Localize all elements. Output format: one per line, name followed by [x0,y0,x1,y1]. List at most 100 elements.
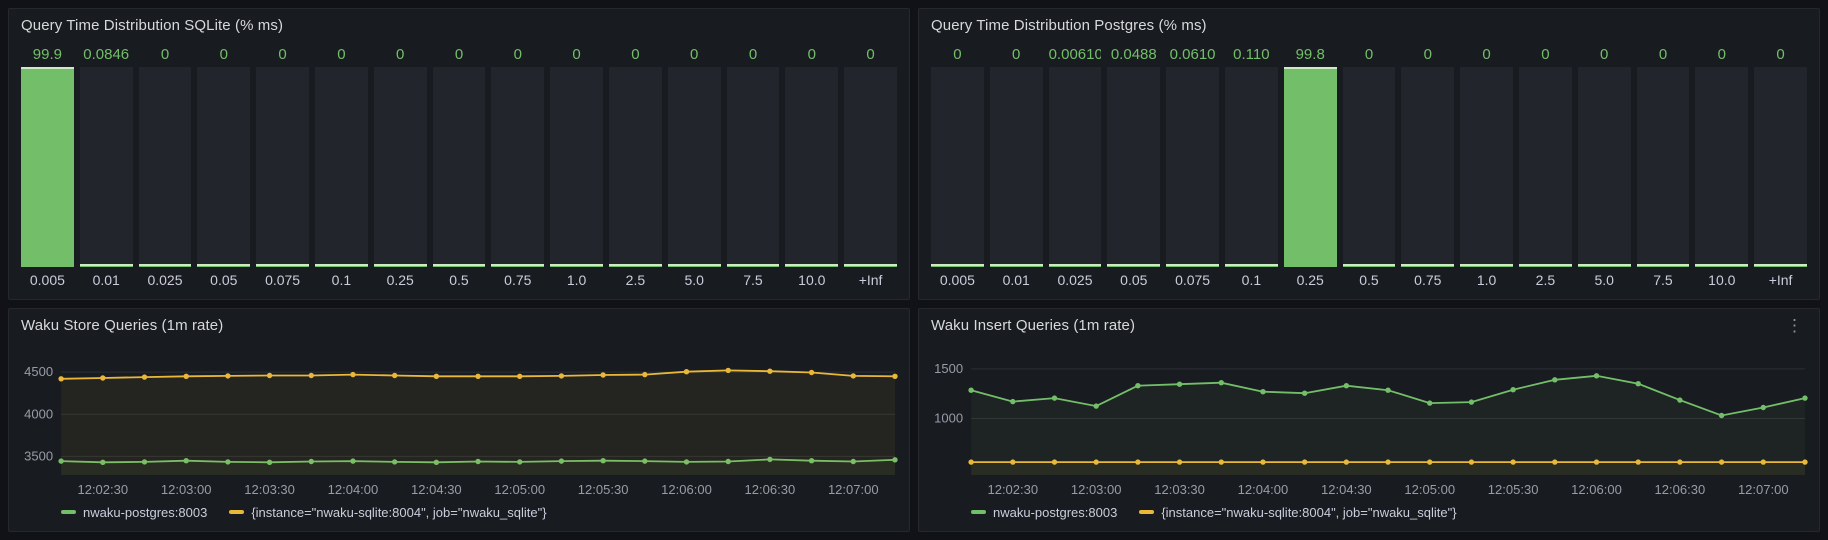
svg-text:12:05:30: 12:05:30 [578,482,629,497]
panel-waku-store-queries: Waku Store Queries (1m rate) 3500 4000 450… [8,308,910,532]
histogram-column: 0.110 0.1 [1224,43,1278,289]
bucket-bar[interactable] [550,67,603,267]
legend-label: nwaku-postgres:8003 [83,504,208,520]
bucket-bar[interactable] [432,67,486,267]
bucket-bar[interactable] [1518,67,1572,267]
bucket-bar[interactable] [1636,67,1690,267]
svg-text:1000: 1000 [934,411,963,426]
panel-menu-icon[interactable]: ⋮ [1786,315,1803,335]
panel-title[interactable]: Waku Insert Queries (1m rate) [931,316,1136,334]
histogram-column: 0 0.025 [138,43,192,289]
bucket-bar[interactable] [256,67,309,267]
bucket-bar[interactable] [1107,67,1161,267]
bucket-label: 5.0 [1594,272,1614,288]
bucket-label: 2.5 [1535,272,1556,288]
svg-text:12:02:30: 12:02:30 [77,482,128,497]
bucket-value: 0 [572,46,581,63]
bucket-bar[interactable] [138,67,192,267]
bucket-bar[interactable] [79,67,133,267]
bucket-value: 0 [454,46,464,63]
panel-title[interactable]: Query Time Distribution Postgres (% ms) [931,16,1207,34]
bucket-bar[interactable] [1166,67,1219,267]
bucket-label: 1.0 [1476,272,1497,288]
bucket-bar[interactable] [1283,67,1337,267]
legend-swatch-icon [1139,510,1155,514]
bucket-bar-fill [1460,264,1513,267]
bucket-bar-fill [1048,264,1102,267]
svg-text:4500: 4500 [24,364,53,379]
chart-legend: nwaku-postgres:8003 {instance="nwaku-sqli… [9,501,909,531]
bucket-bar[interactable] [931,67,984,267]
chart-legend: nwaku-postgres:8003 {instance="nwaku-sqli… [919,501,1819,531]
bucket-bar[interactable] [1460,67,1513,267]
histogram-column: 0 0.1 [314,43,368,289]
bucket-value: 99.8 [1295,46,1325,63]
bucket-value: 0 [513,46,522,63]
bucket-value: 0 [1658,46,1668,63]
bucket-bar-fill [491,264,545,267]
bucket-bar[interactable] [989,67,1043,267]
bucket-label: 0.75 [504,272,532,288]
histogram-column: 0 0.5 [1342,43,1396,289]
bucket-label: 0.01 [1002,272,1030,288]
histogram-column: 0 2.5 [608,43,662,289]
bucket-bar-fill [550,264,603,267]
histogram-column: 0 5.0 [667,43,721,289]
bucket-bar[interactable] [491,67,545,267]
svg-text:12:05:00: 12:05:00 [494,482,545,497]
bucket-value: 0 [278,46,287,63]
histogram-column: 0 2.5 [1518,43,1572,289]
bucket-bar[interactable] [1342,67,1396,267]
bucket-label: 1.0 [566,272,587,288]
bucket-value: 0 [1541,46,1550,63]
bucket-bar[interactable] [844,67,897,267]
bucket-bar[interactable] [726,67,780,267]
histogram-column: 0 0.75 [1401,43,1455,289]
svg-text:12:06:30: 12:06:30 [745,482,796,497]
bucket-bar[interactable] [1695,67,1749,267]
legend-item[interactable]: {instance="nwaku-sqlite:8004", job="nwak… [229,505,547,520]
bucket-bar[interactable] [197,67,251,267]
bucket-value: 0 [1717,46,1726,63]
bucket-bar[interactable] [1754,67,1807,267]
histogram-column: 0 5.0 [1577,43,1631,289]
bucket-bar[interactable] [667,67,721,267]
bucket-bar-fill [931,264,984,267]
bucket-bar-fill [1695,264,1749,267]
histogram-column: 0 0.05 [197,43,251,289]
histogram-column: 0 +Inf [1754,43,1807,289]
panel-header: Query Time Distribution Postgres (% ms) [919,9,1819,41]
legend-item[interactable]: nwaku-postgres:8003 [971,505,1117,520]
time-series-canvas[interactable]: 3500 4000 4500 12:02:30 12:03:00 12:03:30 12:0… [9,341,909,501]
panel-title[interactable]: Waku Store Queries (1m rate) [21,316,224,334]
legend-item[interactable]: {instance="nwaku-sqlite:8004", job="nwak… [1139,505,1457,520]
bucket-bar[interactable] [314,67,368,267]
bucket-bar[interactable] [21,67,74,267]
histogram-column: 0 0.5 [432,43,486,289]
time-series-canvas[interactable]: 1000 1500 12:02:30 12:03:00 12:03:30 12:04:00… [919,341,1819,501]
bucket-bar[interactable] [1577,67,1631,267]
legend-item[interactable]: nwaku-postgres:8003 [61,505,207,520]
bucket-value: 0 [396,46,405,63]
bucket-label: 0.05 [210,272,238,288]
bucket-bar[interactable] [1401,67,1455,267]
histogram-column: 99.9 0.005 [21,43,74,289]
legend-swatch-icon [61,510,76,514]
histogram-column: 0 1.0 [550,43,603,289]
svg-text:12:04:00: 12:04:00 [328,482,379,497]
svg-text:12:04:00: 12:04:00 [1238,482,1289,497]
bucket-bar[interactable] [608,67,662,267]
bucket-bar-fill [432,264,486,267]
bucket-label: 0.1 [1241,272,1262,288]
bucket-bar[interactable] [785,67,839,267]
bucket-bar-fill [373,264,427,267]
histogram-column: 0 10.0 [1695,43,1749,289]
bucket-value: 0.0610 [1169,46,1216,63]
bucket-bar[interactable] [373,67,427,267]
panel-title[interactable]: Query Time Distribution SQLite (% ms) [21,16,284,34]
bucket-bar[interactable] [1224,67,1278,267]
bucket-bar[interactable] [1048,67,1102,267]
bucket-bar-fill [844,264,897,267]
bucket-bar-fill [138,264,192,267]
